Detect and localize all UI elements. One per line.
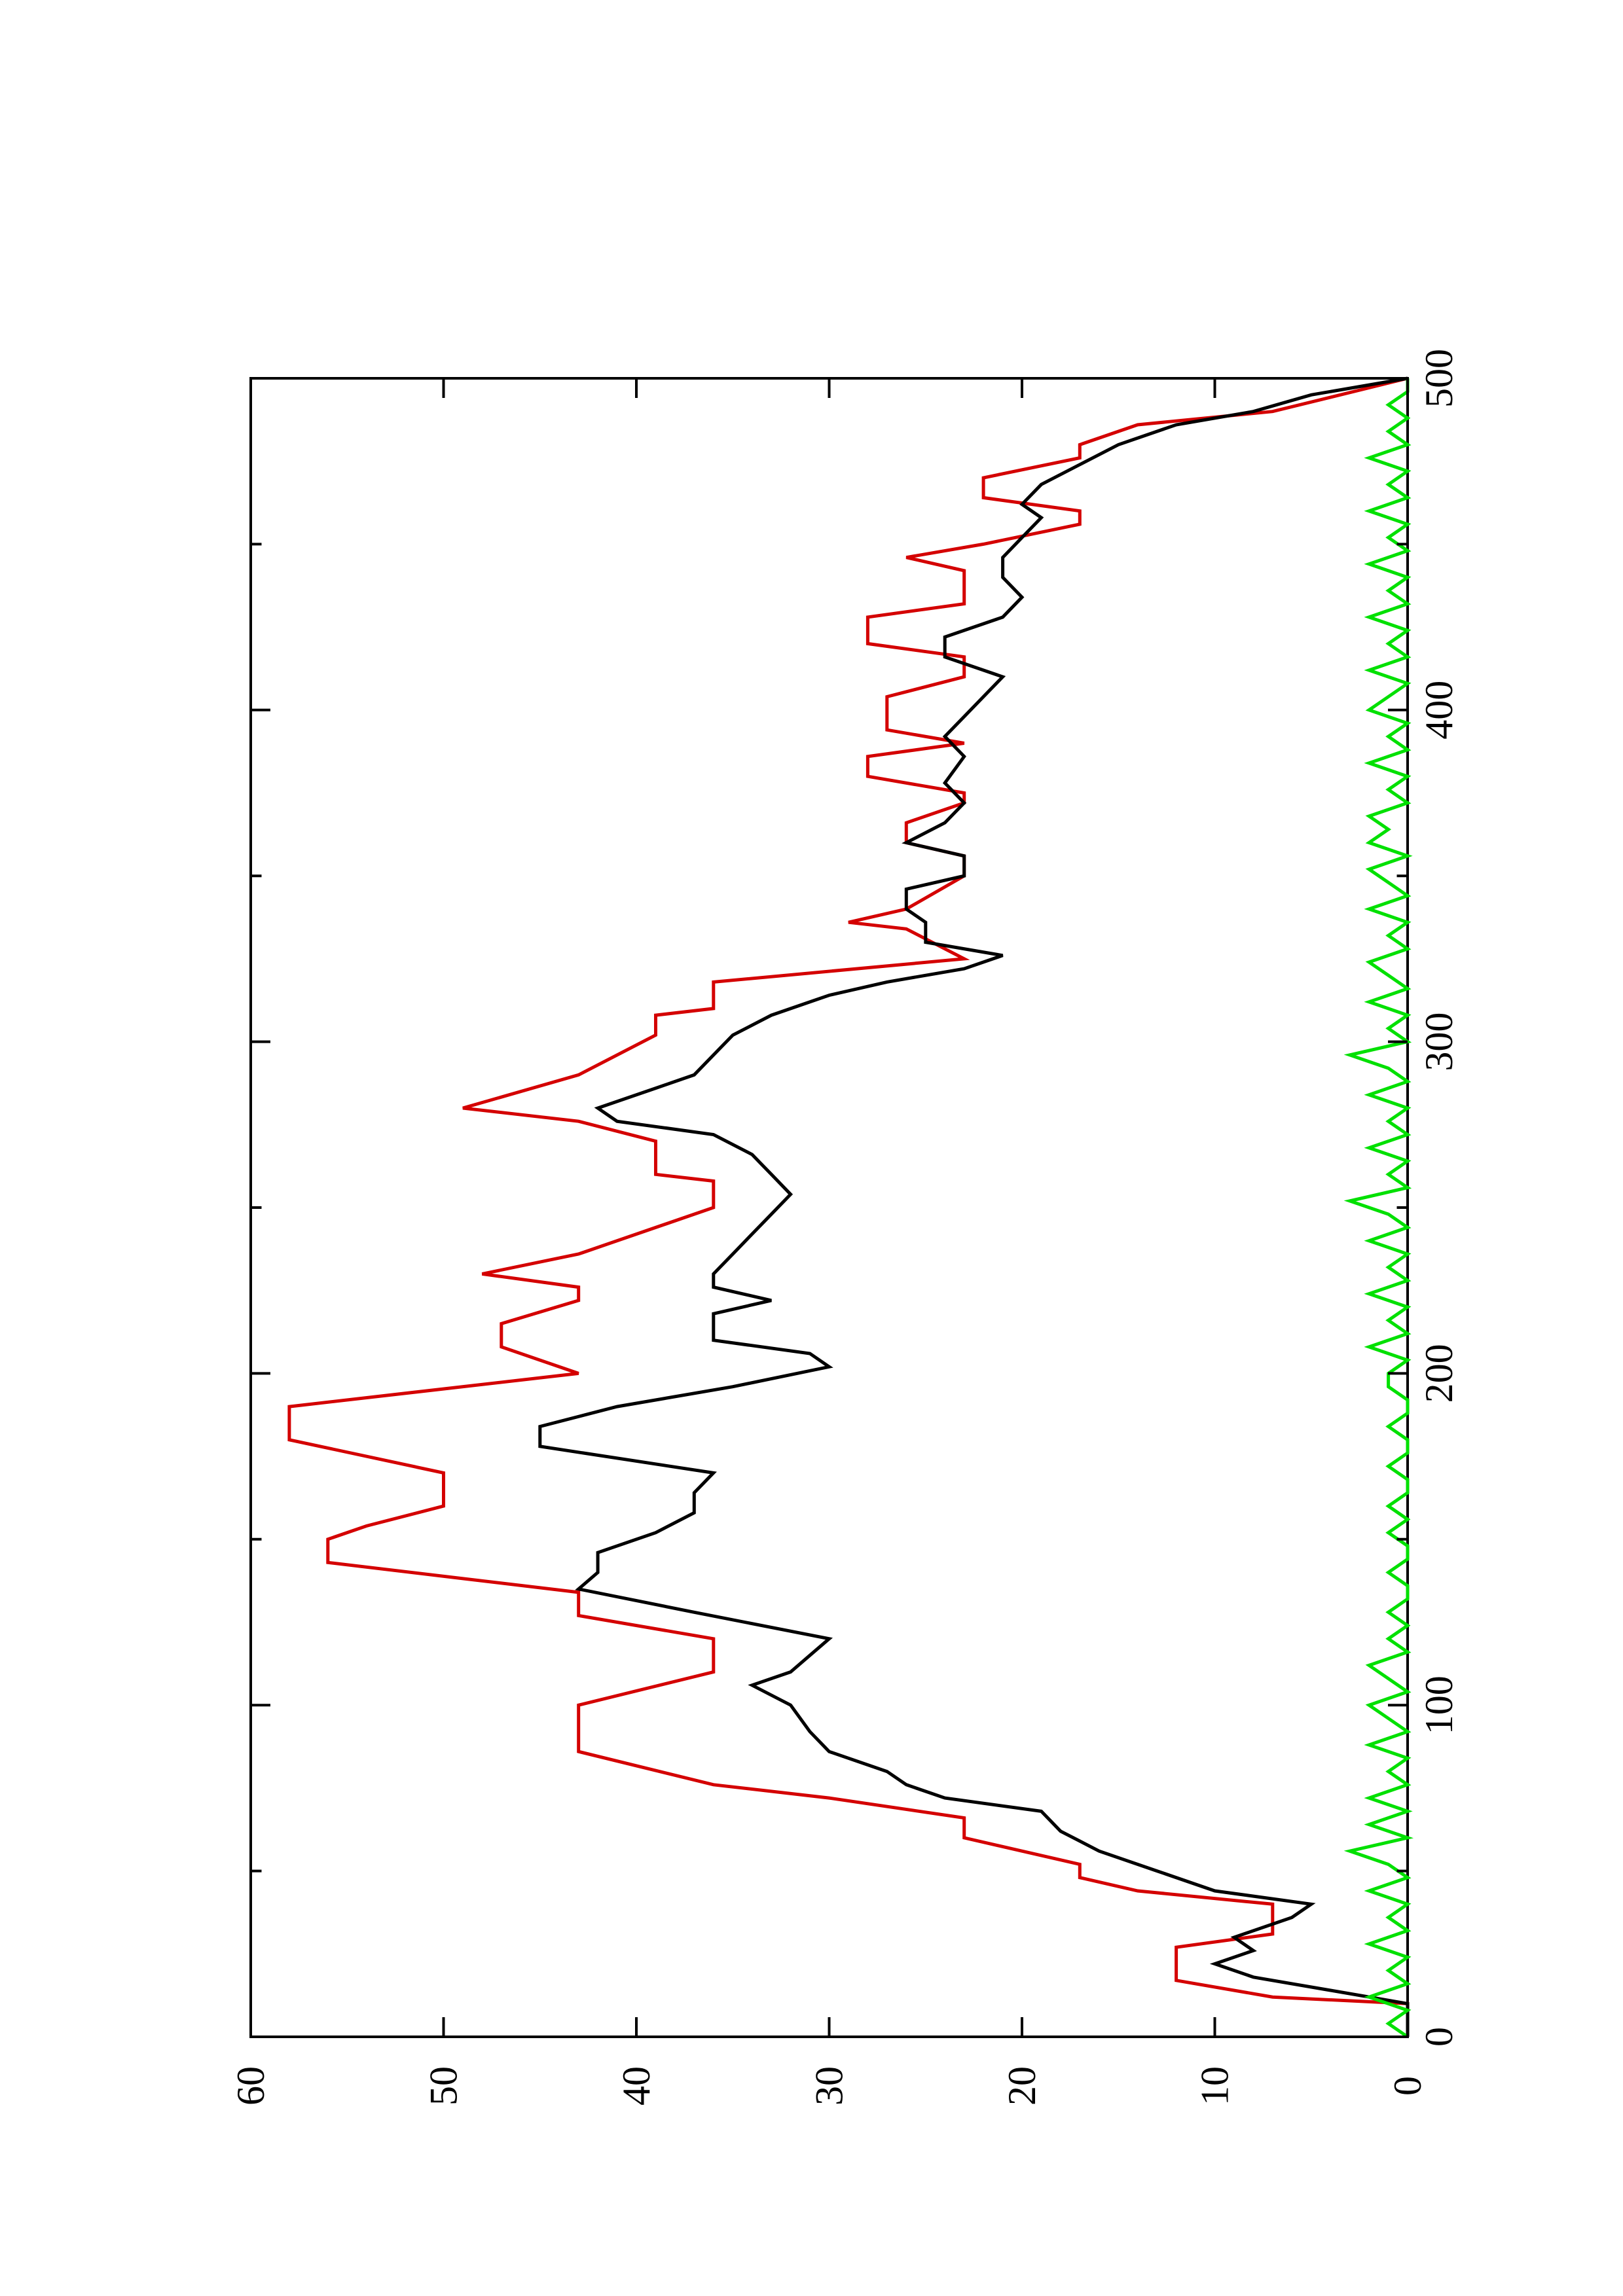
x-tick-label: 300 (1417, 1013, 1461, 1071)
y-tick-label: 20 (1000, 2066, 1044, 2106)
x-tick-label: 200 (1417, 1344, 1461, 1403)
plot-frame (249, 377, 1409, 2038)
y-tick-label: 10 (1194, 2066, 1237, 2106)
y-tick-label: 0 (1386, 2076, 1429, 2096)
y-tick-label: 50 (422, 2066, 465, 2106)
x-tick-label: 100 (1417, 1676, 1461, 1734)
x-tick-label: 500 (1417, 349, 1461, 408)
series-line-1 (287, 376, 1410, 2037)
y-tick-label: 30 (808, 2066, 851, 2106)
x-tick-label: 400 (1417, 681, 1461, 740)
series-line-3 (1343, 378, 1414, 2039)
y-tick-label: 40 (615, 2066, 658, 2106)
x-tick-label: 0 (1417, 2027, 1461, 2047)
series-line-2 (538, 376, 1410, 2037)
y-tick-label: 60 (229, 2066, 272, 2106)
